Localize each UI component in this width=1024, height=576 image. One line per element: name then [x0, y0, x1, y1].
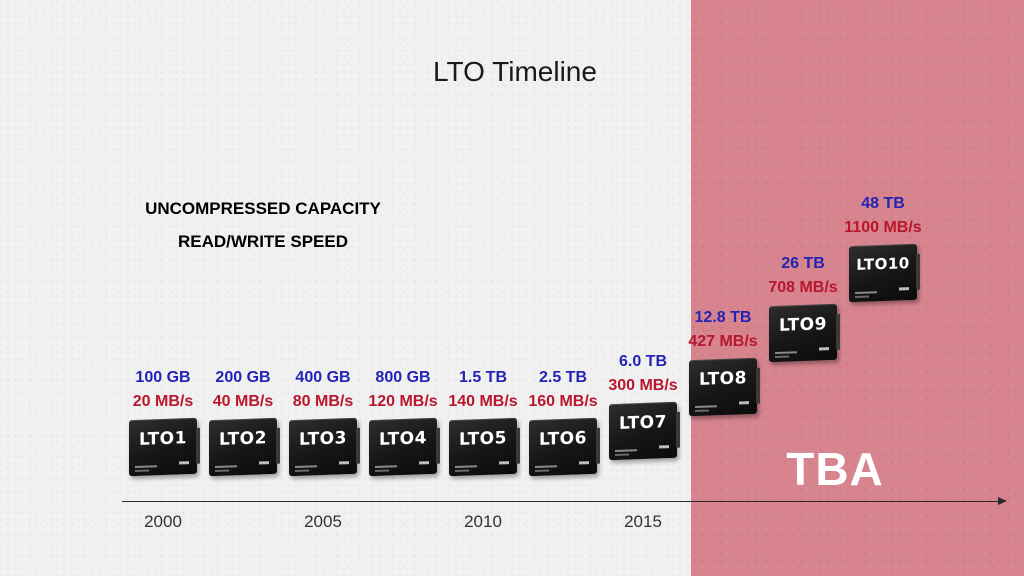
- tape-text-strip: [615, 449, 637, 452]
- speed-label: 20 MB/s: [132, 393, 194, 410]
- tape-text-strip: [535, 465, 557, 468]
- tape-text-strip: [855, 291, 877, 294]
- tape-cartridge-icon: LTO8: [689, 357, 757, 417]
- tape-generation-label: LTO4: [379, 428, 427, 450]
- tape-generation-label: LTO5: [459, 428, 507, 450]
- tape-text-strip: [455, 469, 469, 472]
- speed-label: 120 MB/s: [368, 393, 438, 410]
- tape-brand-mark: [419, 461, 429, 465]
- tape-brand-mark: [499, 461, 509, 465]
- capacity-label: 12.8 TB: [694, 309, 752, 326]
- tape-generation-label: LTO3: [299, 428, 347, 450]
- speed-label: 1100 MB/s: [844, 219, 922, 236]
- tape-text-strip: [615, 453, 629, 456]
- tape-text-strip: [295, 469, 309, 472]
- tape-brand-mark: [819, 347, 829, 351]
- tape-text-strip: [695, 409, 709, 412]
- tape-brand-mark: [739, 401, 749, 405]
- tape-generation-label: LTO9: [779, 314, 827, 336]
- capacity-label: 100 GB: [135, 369, 191, 386]
- tape-text-strip: [135, 465, 157, 468]
- tape-generation-label: LTO8: [699, 368, 747, 390]
- tape-text-strip: [375, 465, 397, 468]
- speed-label: 300 MB/s: [608, 377, 678, 394]
- tape-cartridge-icon: LTO6: [529, 417, 597, 477]
- tape-cartridge-icon: LTO1: [129, 417, 197, 477]
- capacity-label: 2.5 TB: [538, 369, 587, 386]
- tape-cartridge-icon: LTO7: [609, 401, 677, 461]
- tape-text-strip: [135, 469, 149, 472]
- capacity-label: 200 GB: [215, 369, 271, 386]
- tba-label: TBA: [786, 443, 884, 495]
- tape-text-strip: [295, 465, 317, 468]
- speed-label: 40 MB/s: [212, 393, 274, 410]
- tape-text-strip: [855, 295, 869, 298]
- tape-generation-label: LTO1: [139, 428, 187, 450]
- legend-speed: READ/WRITE SPEED: [177, 232, 349, 251]
- speed-label: 708 MB/s: [768, 279, 838, 296]
- tape-cartridge-icon: LTO10: [849, 243, 917, 303]
- year-tick-label: 2015: [624, 512, 662, 531]
- capacity-label: 1.5 TB: [458, 369, 507, 386]
- speed-label: 160 MB/s: [528, 393, 598, 410]
- tape-cartridge-icon: LTO4: [369, 417, 437, 477]
- tape-brand-mark: [579, 461, 589, 465]
- speed-label: 80 MB/s: [292, 393, 354, 410]
- tape-brand-mark: [659, 445, 669, 449]
- tape-text-strip: [775, 355, 789, 358]
- capacity-label: 26 TB: [781, 255, 825, 272]
- tape-text-strip: [455, 465, 477, 468]
- tape-cartridge-icon: LTO9: [769, 303, 837, 363]
- tape-text-strip: [215, 469, 229, 472]
- tape-generation-label: LTO2: [219, 428, 267, 450]
- tape-cartridge-icon: LTO3: [289, 417, 357, 477]
- speed-label: 427 MB/s: [688, 333, 758, 350]
- tape-brand-mark: [179, 461, 189, 465]
- year-tick-label: 2005: [304, 512, 342, 531]
- tape-text-strip: [695, 405, 717, 408]
- tape-text-strip: [375, 469, 389, 472]
- tape-text-strip: [215, 465, 237, 468]
- year-tick-label: 2000: [144, 512, 182, 531]
- chart-title: LTO Timeline: [433, 56, 597, 87]
- tape-generation-label: LTO6: [539, 428, 587, 450]
- tape-brand-mark: [259, 461, 269, 465]
- tape-generation-label: LTO10: [856, 254, 910, 274]
- tape-brand-mark: [899, 287, 909, 291]
- year-tick-label: 2010: [464, 512, 502, 531]
- timeline-axis: [122, 501, 1000, 502]
- capacity-label: 400 GB: [295, 369, 351, 386]
- tape-generation-label: LTO7: [619, 412, 667, 434]
- capacity-label: 800 GB: [375, 369, 431, 386]
- tape-cartridge-icon: LTO5: [449, 417, 517, 477]
- timeline-arrow-icon: [998, 497, 1007, 505]
- capacity-label: 48 TB: [861, 195, 905, 212]
- speed-label: 140 MB/s: [448, 393, 518, 410]
- tape-text-strip: [775, 351, 797, 354]
- legend-capacity: UNCOMPRESSED CAPACITY: [145, 199, 381, 218]
- tape-text-strip: [535, 469, 549, 472]
- capacity-label: 6.0 TB: [618, 353, 667, 370]
- tape-cartridge-icon: LTO2: [209, 417, 277, 477]
- tape-brand-mark: [339, 461, 349, 465]
